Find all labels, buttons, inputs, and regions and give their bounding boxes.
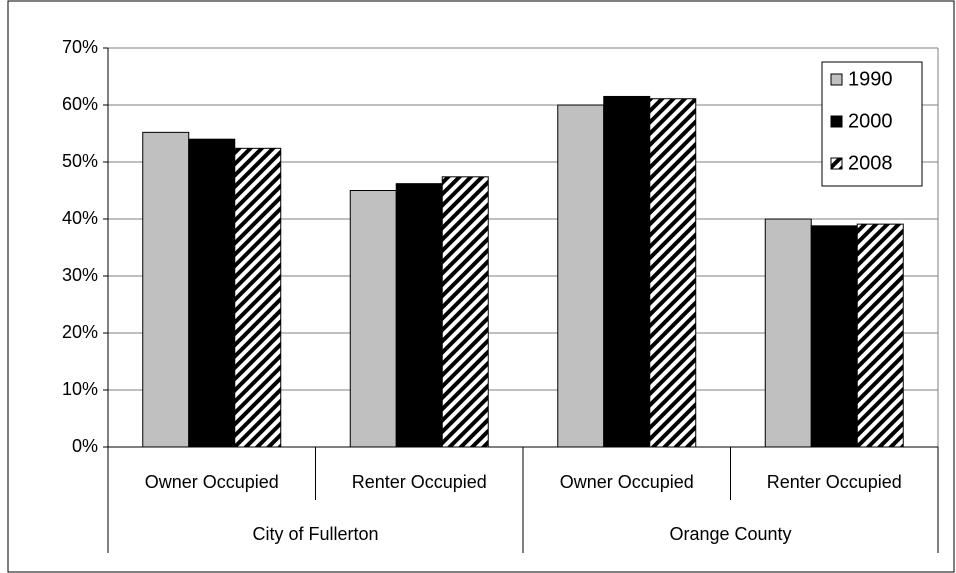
legend-label: 2000: [848, 110, 893, 132]
bar: [603, 95, 651, 448]
bar: [234, 147, 282, 448]
y-tick-label: 30%: [62, 265, 98, 285]
bar: [142, 131, 190, 448]
bar: [764, 218, 812, 448]
bar: [349, 190, 397, 448]
x-tick-label: Owner Occupied: [145, 472, 279, 492]
x-tick-label: Renter Occupied: [767, 472, 902, 492]
group-label: City of Fullerton: [252, 524, 378, 544]
bar: [557, 104, 605, 448]
legend-swatch: [830, 115, 843, 128]
y-tick-label: 0%: [72, 436, 98, 456]
y-tick-label: 20%: [62, 322, 98, 342]
y-tick-label: 40%: [62, 208, 98, 228]
y-tick-label: 10%: [62, 379, 98, 399]
y-tick-label: 60%: [62, 94, 98, 114]
bar: [441, 176, 489, 448]
bar: [856, 223, 904, 448]
legend-swatch: [830, 157, 843, 170]
bar: [188, 138, 236, 448]
x-tick-label: Owner Occupied: [560, 472, 694, 492]
x-tick-label: Renter Occupied: [352, 472, 487, 492]
bar: [395, 183, 443, 448]
legend-label: 1990: [848, 68, 893, 90]
bar: [810, 225, 858, 448]
y-tick-label: 70%: [62, 37, 98, 57]
group-label: Orange County: [669, 524, 791, 544]
bar: [649, 98, 697, 448]
y-tick-label: 50%: [62, 151, 98, 171]
legend-swatch: [830, 73, 843, 86]
legend-label: 2008: [848, 152, 893, 174]
